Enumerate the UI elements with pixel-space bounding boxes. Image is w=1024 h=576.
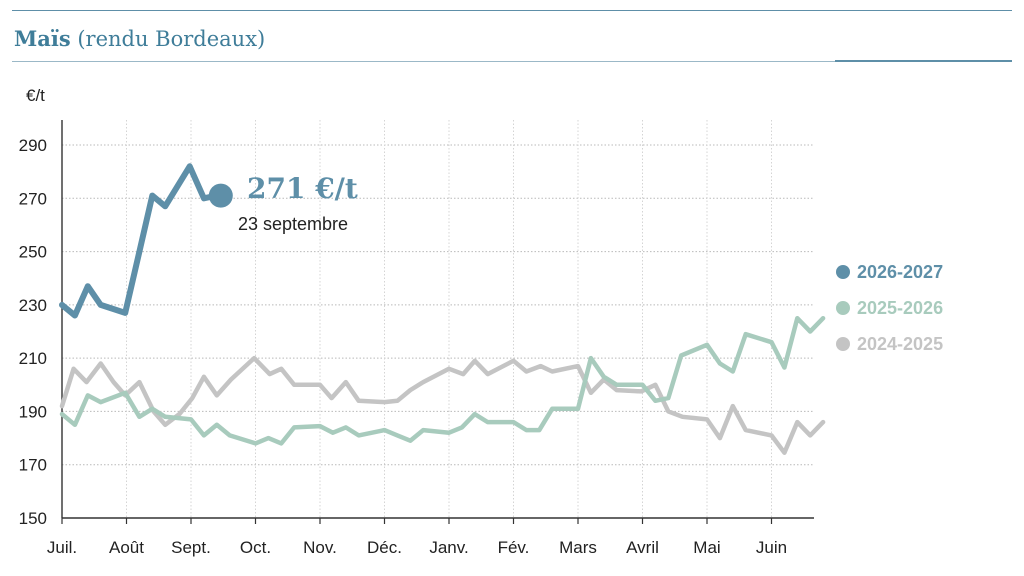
x-tick-label: Mars [559,538,597,557]
x-tick-label: Fév. [498,538,530,557]
y-axis-label: €/t [26,86,45,105]
legend-item-2024-2025: 2024-2025 [836,326,943,362]
callout-date: 23 septembre [238,214,349,234]
x-tick-label: Juil. [47,538,77,557]
y-tick-label-210: 210 [19,349,47,368]
x-tick-label: Juin [756,538,787,557]
legend-dot-icon [836,265,850,279]
legend-label: 2026-2027 [857,261,944,282]
legend: 2026-2027 2025-2026 2024-2025 [836,254,943,362]
x-tick-label: Août [109,538,144,557]
legend-dot-icon [836,301,850,315]
callout-value: 271 €/t [247,172,358,205]
title-rule [12,61,1012,62]
x-tick-label: Janv. [429,538,468,557]
y-tick-label-250: 250 [19,243,47,262]
x-tick-label: Nov. [303,538,337,557]
legend-label: 2025-2026 [857,297,944,318]
current-value-marker [208,183,233,208]
y-tick-label-290: 290 [19,136,47,155]
title-rule-accent [835,60,1012,62]
legend-item-2025-2026: 2025-2026 [836,290,943,326]
x-tick-label: Avril [626,538,659,557]
x-tick-label: Déc. [367,538,402,557]
series-line-2026-2027 [59,163,220,319]
x-tick-label: Mai [693,538,720,557]
x-tick-label: Sept. [171,538,211,557]
y-tick-label-150: 150 [19,509,47,528]
legend-dot-icon [836,337,850,351]
chart-title-sub: (rendu Bordeaux) [77,27,266,51]
y-tick-label-270: 270 [19,189,47,208]
top-rule [12,10,1012,11]
legend-label: 2024-2025 [857,333,944,354]
series-line-2024-2025 [59,355,826,455]
series-line-2025-2026 [59,315,826,446]
y-tick-label-190: 190 [19,402,47,421]
chart-title-main: Maïs [14,26,71,51]
y-tick-label-170: 170 [19,456,47,475]
y-tick-label-230: 230 [19,296,47,315]
chart-title: Maïs (rendu Bordeaux) [14,26,265,51]
x-tick-label: Oct. [240,538,271,557]
legend-item-2026-2027: 2026-2027 [836,254,943,290]
